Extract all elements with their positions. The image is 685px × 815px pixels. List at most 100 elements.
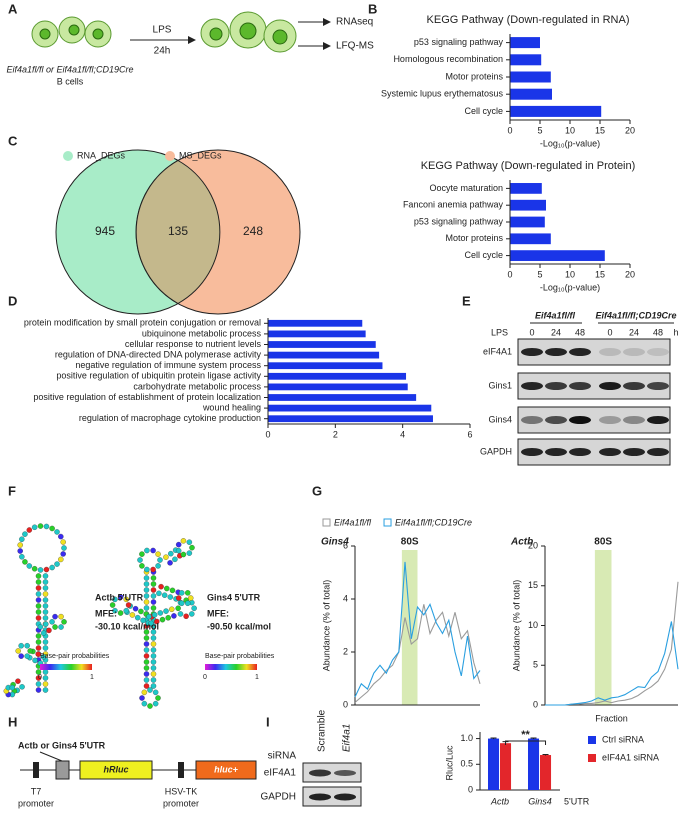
bar <box>510 37 540 49</box>
nucleotide <box>143 653 150 659</box>
nucleotide <box>35 597 42 603</box>
nucleotide <box>150 575 157 581</box>
nucleotide <box>138 608 144 615</box>
nucleotide <box>43 566 50 573</box>
bar <box>268 404 432 412</box>
nucleotide <box>163 608 169 614</box>
nucleotide <box>60 539 66 545</box>
y-axis-label: Rluc/Luc <box>444 745 454 781</box>
nucleotide <box>35 579 42 585</box>
blot-band <box>569 416 591 424</box>
group-label: Eif4a1fl/fl <box>535 310 576 320</box>
nucleotide <box>43 621 49 627</box>
blot-band <box>623 416 645 424</box>
y-tick-label: 10 <box>528 620 538 630</box>
y-tick-label: 0 <box>533 699 538 709</box>
nucleotide <box>150 635 157 641</box>
bar <box>268 394 417 401</box>
color-scale <box>205 664 257 670</box>
category-label: Oocyte maturation <box>429 183 503 193</box>
genotype-label: Eif4a1fl/fl or Eif4a1fl/fl;CD19Cre <box>6 64 133 74</box>
protein-label: GAPDH <box>480 446 512 456</box>
nucleotide <box>54 529 60 535</box>
nucleotide <box>37 523 44 529</box>
blot-band <box>545 382 567 390</box>
nucleotide <box>58 613 64 620</box>
assay-label: LFQ-MS <box>336 41 374 52</box>
blot-strip <box>517 406 671 434</box>
y-axis-label: Abundance (% of total) <box>511 580 521 672</box>
nucleotide <box>42 639 49 645</box>
protein-label: Gins4 <box>488 414 512 424</box>
nucleotide <box>137 557 143 563</box>
nucleotide <box>172 556 178 563</box>
nucleotide <box>22 559 28 565</box>
y-tick-label: 2 <box>343 646 348 656</box>
blot-band <box>569 382 591 390</box>
x-tick-label: 10 <box>565 125 575 135</box>
nucleotide <box>143 605 150 611</box>
nucleotide <box>168 550 174 557</box>
nucleotide <box>140 617 146 624</box>
bar <box>528 738 540 790</box>
cell-label: B cells <box>57 76 84 86</box>
fraction-shade <box>594 550 612 705</box>
bar <box>500 743 512 790</box>
nucleotide <box>143 647 150 653</box>
blot-band <box>569 448 591 456</box>
blot-band <box>545 348 567 356</box>
nucleotide <box>146 613 152 620</box>
protein-label: GAPDH <box>260 792 296 803</box>
nucleotide <box>42 579 49 585</box>
scale-title: Base-pair probabilities <box>40 653 110 660</box>
blot-band <box>647 416 669 424</box>
nucleotide <box>152 700 159 707</box>
x-tick-label: Gins4 <box>528 796 552 806</box>
x-axis-label: -Log₁₀(p-value) <box>540 138 600 148</box>
blot-band <box>599 448 621 456</box>
nucleotide <box>35 615 42 621</box>
blot-band <box>623 382 645 390</box>
bar <box>268 341 376 348</box>
category-label: positive regulation of establishment of … <box>33 392 261 402</box>
nucleotide <box>129 612 136 618</box>
nucleotide <box>183 613 189 620</box>
nucleotide <box>35 603 42 609</box>
nucleotide <box>148 620 154 627</box>
nucleotide <box>42 591 49 597</box>
category-label: carbohydrate metabolic process <box>133 381 261 391</box>
nucleotide <box>175 541 182 548</box>
nucleotide <box>161 592 168 598</box>
nucleotide <box>178 590 185 596</box>
category-label: Motor proteins <box>445 233 503 243</box>
row-title: siRNA <box>268 751 297 762</box>
panel-letter: I <box>266 714 270 729</box>
promoter-label: promoter <box>163 798 199 808</box>
bar <box>510 183 542 194</box>
nucleotide <box>42 645 49 651</box>
nucleotide <box>165 615 171 621</box>
nucleotide <box>52 624 58 630</box>
category-label: wound healing <box>202 402 261 412</box>
nucleotide <box>143 629 150 635</box>
nucleotide <box>52 613 58 620</box>
nucleotide <box>184 590 191 596</box>
nucleotide <box>15 648 21 654</box>
nucleotide <box>150 547 156 554</box>
nucleotide <box>155 563 161 569</box>
nucleotide <box>139 563 145 569</box>
legend-swatch <box>588 736 596 744</box>
scale-end: 0 <box>203 674 207 681</box>
nucleotide <box>144 547 150 554</box>
bar <box>268 362 383 370</box>
y-tick-label: 5 <box>533 660 538 670</box>
nucleotide <box>61 619 67 625</box>
nucleotide <box>112 596 118 603</box>
nucleotide <box>150 683 157 689</box>
chart-title: KEGG Pathway (Down-regulated in Protein) <box>421 160 636 172</box>
y-tick-label: 1.0 <box>460 733 473 743</box>
y-tick-label: 0.5 <box>460 759 473 769</box>
nucleotide <box>150 599 157 605</box>
x-tick-label: Actb <box>490 796 509 806</box>
